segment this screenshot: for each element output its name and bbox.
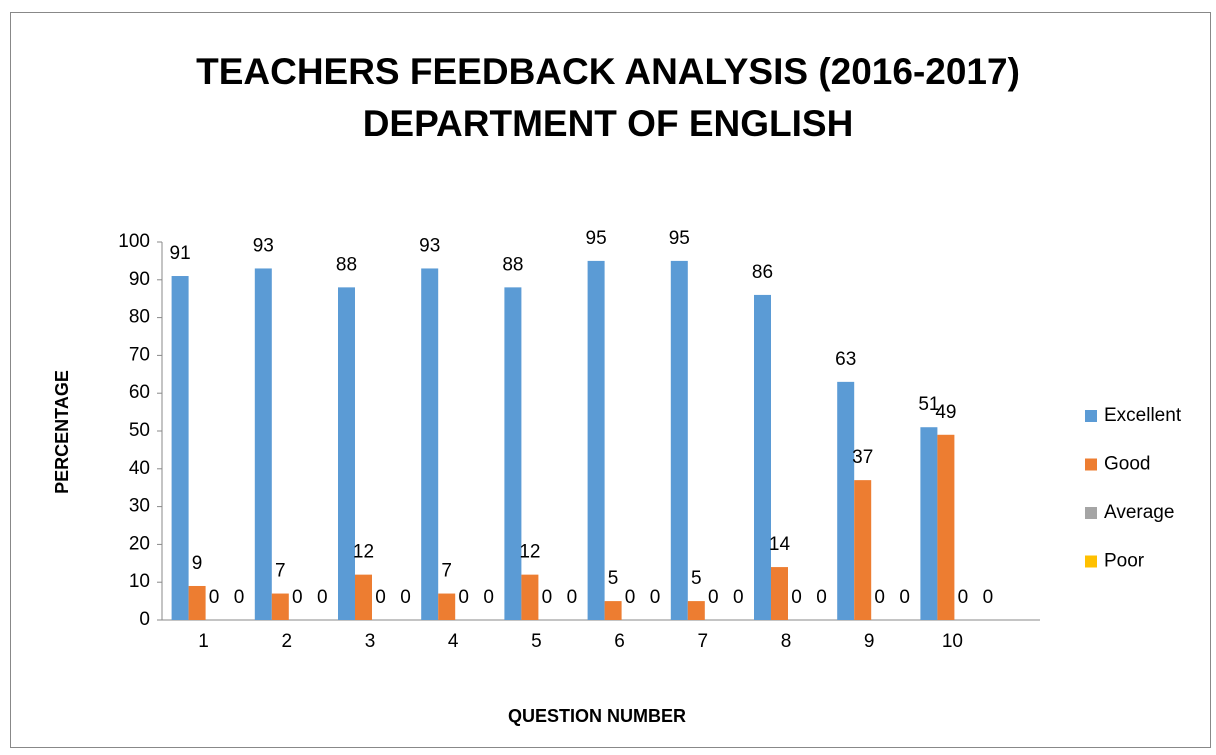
y-tick-label: 30 (129, 496, 150, 517)
y-tick-label: 40 (129, 458, 150, 479)
value-label: 12 (519, 542, 540, 563)
value-label: 5 (608, 568, 619, 589)
value-label: 12 (353, 542, 374, 563)
value-label: 5 (691, 568, 702, 589)
value-label: 0 (791, 587, 802, 608)
value-label: 0 (650, 587, 661, 608)
value-label: 88 (502, 254, 523, 275)
bar (271, 593, 289, 620)
x-tick-label: 7 (698, 631, 709, 652)
value-label: 0 (234, 587, 245, 608)
value-label: 0 (292, 587, 303, 608)
value-label: 37 (852, 447, 873, 468)
value-label: 0 (317, 587, 328, 608)
legend-swatch (1085, 507, 1097, 519)
value-label: 0 (483, 587, 494, 608)
x-tick-label: 3 (365, 631, 376, 652)
value-label: 0 (958, 587, 969, 608)
value-label: 88 (336, 254, 357, 275)
y-tick-label: 90 (129, 269, 150, 290)
value-label: 91 (170, 243, 191, 264)
x-axis-label: QUESTION NUMBER (508, 706, 686, 726)
bar (521, 574, 539, 620)
legend-label: Excellent (1104, 405, 1182, 426)
value-label: 7 (275, 561, 286, 582)
value-label: 0 (458, 587, 469, 608)
bar (937, 434, 955, 620)
x-tick-label: 1 (198, 631, 209, 652)
legend-swatch (1085, 555, 1097, 568)
value-label: 0 (899, 587, 910, 608)
legend-label: Good (1104, 454, 1150, 475)
x-tick-label: 4 (448, 631, 459, 652)
y-tick-label: 0 (139, 609, 150, 630)
value-label: 14 (769, 534, 791, 555)
bar (754, 294, 771, 620)
y-tick-label: 20 (129, 533, 150, 554)
x-tick-label: 9 (864, 631, 875, 652)
value-label: 95 (586, 228, 607, 249)
value-label: 9 (192, 553, 203, 574)
bar (171, 276, 189, 620)
bar (920, 427, 938, 620)
value-label: 0 (209, 587, 220, 608)
value-label: 0 (733, 587, 744, 608)
legend-swatch (1085, 410, 1097, 422)
bar (837, 381, 855, 620)
value-label: 7 (441, 561, 452, 582)
value-label: 51 (918, 394, 939, 415)
value-label: 0 (400, 587, 411, 608)
bar (854, 480, 872, 620)
y-tick-label: 70 (129, 344, 150, 365)
value-label: 93 (419, 235, 440, 256)
x-tick-label: 8 (781, 631, 792, 652)
bar (604, 601, 622, 620)
bar (254, 268, 272, 620)
chart-border (10, 12, 1211, 748)
chart-subtitle: DEPARTMENT OF ENGLISH (363, 103, 854, 144)
bar (421, 268, 439, 620)
bar (587, 260, 605, 620)
value-label: 0 (874, 587, 885, 608)
value-label: 93 (253, 235, 274, 256)
y-tick-label: 100 (118, 231, 150, 252)
x-tick-label: 6 (614, 631, 625, 652)
legend-swatch (1085, 458, 1097, 471)
value-label: 0 (625, 587, 636, 608)
value-label: 0 (983, 587, 994, 608)
value-label: 63 (835, 349, 856, 370)
legend-label: Poor (1104, 551, 1145, 572)
value-label: 0 (816, 587, 827, 608)
bar (338, 287, 355, 620)
bar (438, 593, 456, 620)
x-tick-label: 5 (531, 631, 542, 652)
x-tick-label: 10 (942, 631, 963, 652)
y-axis-label: PERCENTAGE (52, 370, 72, 494)
value-label: 0 (708, 587, 719, 608)
value-label: 49 (935, 402, 956, 423)
bar (355, 574, 372, 620)
value-label: 0 (542, 587, 553, 608)
value-label: 86 (752, 262, 773, 283)
x-tick-label: 2 (282, 631, 293, 652)
chart-title: TEACHERS FEEDBACK ANALYSIS (2016-2017) (196, 51, 1020, 92)
bar (687, 601, 705, 620)
bar (504, 287, 522, 620)
y-tick-label: 80 (129, 307, 150, 328)
bar (188, 585, 206, 620)
y-tick-label: 60 (129, 382, 150, 403)
y-tick-label: 50 (129, 420, 150, 441)
value-label: 0 (375, 587, 386, 608)
bar (670, 260, 688, 620)
y-tick-label: 10 (129, 571, 150, 592)
legend-label: Average (1104, 502, 1174, 523)
bar (771, 567, 788, 620)
value-label: 0 (567, 587, 578, 608)
value-label: 95 (669, 228, 690, 249)
